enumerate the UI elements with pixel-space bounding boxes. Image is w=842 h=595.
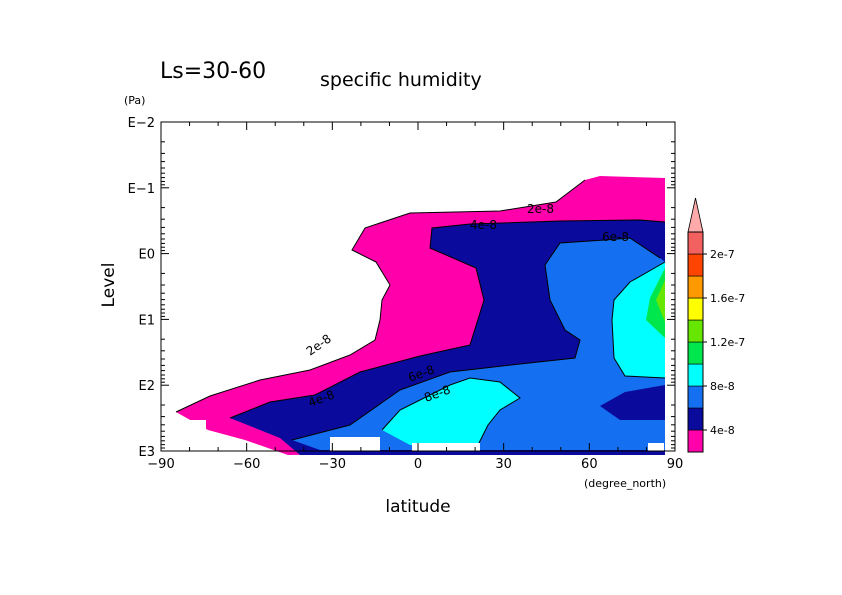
y-tick-labels: E−2 E−1 E0 E1 E2 E3 [128,116,155,460]
colorbar-swatch [687,231,704,255]
colorbar: 4e-8 8e-8 1.2e-7 1.6e-7 2e-7 [687,197,745,453]
missing-data-patch [176,420,206,435]
x-tick-label: 30 [495,457,512,472]
missing-data-patch [412,443,480,451]
contour-field [176,176,665,455]
contour-region-1.2e-7 [646,268,665,338]
x-tick-labels: −90 −60 −30 0 30 60 90 [147,457,683,472]
y-axis-label: Level [99,263,119,308]
contour-label: 6e-8 [602,230,629,244]
colorbar-swatch [687,429,704,453]
colorbar-labels: 4e-8 8e-8 1.2e-7 1.6e-7 2e-7 [703,248,745,437]
y-unit-label: (Pa) [124,94,145,107]
contour-line-8e-8 [381,377,521,446]
axis-ticks [160,121,676,452]
y-tick-label: E2 [139,379,156,394]
contour-region-8e-8-north [612,262,665,378]
colorbar-swatch [687,341,704,365]
colorbar-label: 1.2e-7 [710,336,745,349]
missing-data-patches [176,420,664,451]
contour-region-1.6e-7 [656,280,665,322]
contour-lines [175,179,666,446]
x-tick-label: 90 [667,457,684,472]
x-tick-label: −30 [319,457,346,472]
colorbar-swatch [687,253,704,277]
colorbar-label: 8e-8 [710,380,735,393]
colorbar-swatch [687,363,704,387]
colorbar-swatches [687,197,704,453]
contour-line-2e-8 [175,179,586,413]
colorbar-swatch [687,385,704,409]
y-tick-label: E−2 [128,116,155,131]
colorbar-swatch [687,297,704,321]
chart-title: specific humidity [320,69,482,91]
x-tick-label: −90 [147,457,174,472]
colorbar-label: 2e-7 [710,248,735,261]
colorbar-swatch [687,275,704,299]
x-tick-label: 0 [414,457,422,472]
contour-line-8e-8-north [611,261,666,379]
contour-line-4e-8 [229,219,666,419]
y-tick-label: E1 [139,313,156,328]
contour-region-6e-8 [292,238,665,450]
y-tick-label: E−1 [128,182,155,197]
y-tick-label: E0 [139,248,156,263]
chart-subtitle: Ls=30-60 [160,59,266,84]
colorbar-label: 4e-8 [710,424,735,437]
x-axis-label: latitude [385,497,450,517]
y-tick-label: E3 [139,445,156,460]
x-tick-label: −60 [233,457,260,472]
missing-data-patch [330,437,380,451]
x-unit-label: (degree_north) [584,477,666,490]
missing-data-patch [648,443,664,451]
contour-line-6e-8 [291,237,661,441]
contour-label: 4e-8 [470,218,497,232]
x-tick-label: 60 [581,457,598,472]
contour-region-8e-8 [382,378,520,445]
contour-labels: 2e-8 4e-8 6e-8 2e-8 4e-8 6e-8 8e-8 [304,202,629,410]
colorbar-label: 1.6e-7 [710,292,745,305]
colorbar-swatch [687,407,704,431]
colorbar-swatch [687,319,704,343]
contour-label: 2e-8 [527,202,554,216]
